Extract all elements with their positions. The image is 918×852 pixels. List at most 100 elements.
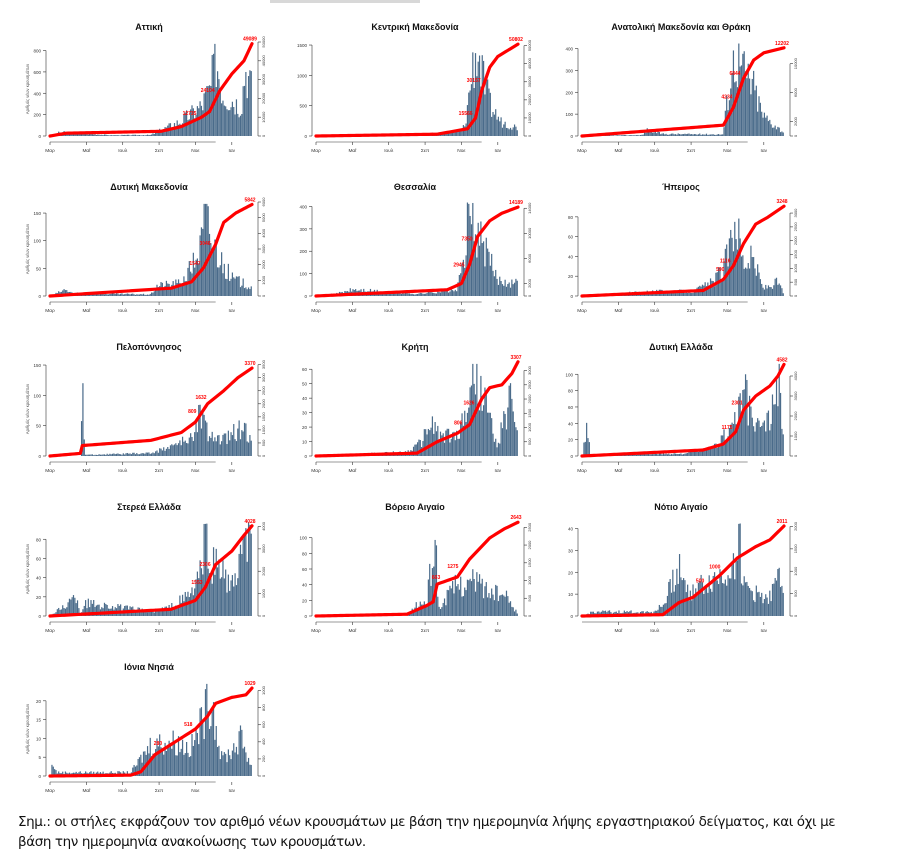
x-tick-label: Μαΐ [348, 147, 357, 154]
bar [185, 753, 186, 776]
bar [502, 428, 503, 456]
bar [586, 423, 587, 456]
bar [228, 110, 229, 136]
bar [108, 294, 109, 296]
bar [150, 738, 151, 776]
bar [772, 289, 773, 296]
bar [727, 575, 728, 616]
bar [424, 294, 425, 296]
bar [210, 578, 211, 616]
bar [455, 575, 456, 616]
y-axis-label: Αριθμός νέων κρουσμάτων [25, 704, 30, 754]
bar [131, 135, 132, 136]
bar [731, 563, 732, 616]
cumulative-label: 806 [454, 421, 463, 427]
bar [174, 742, 175, 776]
bar [143, 752, 144, 776]
bar [476, 572, 477, 616]
bar [178, 736, 179, 776]
y2-tick-label: 1500 [793, 544, 798, 554]
bar [474, 384, 475, 456]
bar [144, 751, 145, 776]
bar [772, 394, 773, 456]
y-tick-label: 80 [568, 389, 574, 394]
bar [781, 288, 782, 296]
bar [706, 134, 707, 136]
bar [448, 590, 449, 616]
bar [660, 453, 661, 456]
x-tick-label: Μαΐ [614, 467, 623, 474]
bar [124, 454, 125, 456]
x-tick-label: Σεπ [421, 148, 430, 154]
bar [737, 560, 738, 616]
bar [101, 294, 102, 296]
bar [144, 295, 145, 296]
y2-tick-label: 0 [793, 294, 798, 297]
cumulative-label: 1175 [722, 425, 733, 431]
y-tick-label: 0 [570, 454, 573, 459]
bar [163, 755, 164, 776]
bar [440, 432, 441, 456]
bar [684, 134, 685, 136]
y2-tick-label: 20000 [261, 92, 266, 104]
x-tick-label: Ιαν [229, 628, 236, 634]
bar [182, 286, 183, 296]
y-tick-label: 100 [33, 239, 41, 244]
y-tick-label: 100 [565, 112, 573, 117]
x-tick-label: Σεπ [155, 308, 164, 314]
bar [783, 593, 784, 616]
bar [247, 289, 248, 296]
bar [645, 133, 646, 136]
bar [515, 427, 516, 456]
bar [138, 454, 139, 456]
y2-tick-label: 400 [261, 738, 266, 745]
bar [212, 55, 213, 136]
bar [773, 285, 774, 296]
bar [440, 609, 441, 616]
bar [449, 442, 450, 456]
bar [460, 423, 461, 456]
bar [150, 611, 151, 616]
bar [245, 287, 246, 296]
bar [175, 443, 176, 456]
bar [97, 135, 98, 136]
bar [488, 413, 489, 456]
bar [104, 134, 105, 136]
bar [486, 238, 487, 296]
bar [136, 453, 137, 456]
bar [206, 422, 207, 456]
bar [199, 708, 200, 776]
bar [241, 114, 242, 136]
bar [672, 134, 673, 137]
bar [213, 247, 214, 296]
bar [694, 134, 695, 136]
bar [213, 702, 214, 776]
bar [687, 453, 688, 456]
bar [243, 748, 244, 776]
bar [429, 430, 430, 456]
bar [112, 454, 113, 456]
bar [154, 613, 155, 616]
bar [115, 294, 116, 296]
bar [702, 452, 703, 456]
bar [150, 135, 151, 136]
bar [177, 445, 178, 456]
cumulative-label: 30157 [467, 78, 481, 84]
bar [131, 454, 132, 456]
bar [221, 751, 222, 776]
bar [125, 294, 126, 296]
y-tick-label: 1000 [297, 73, 308, 78]
bar [510, 601, 511, 616]
bar [761, 112, 762, 136]
x-tick-label: Ιουλ [384, 148, 394, 154]
bar [707, 135, 708, 136]
bar [616, 135, 617, 136]
bar [632, 135, 633, 136]
bar [139, 454, 140, 456]
bar [629, 135, 630, 136]
y2-tick-label: 40000 [261, 54, 266, 66]
top-scrollbar-strip [270, 0, 420, 3]
bar [202, 412, 203, 456]
